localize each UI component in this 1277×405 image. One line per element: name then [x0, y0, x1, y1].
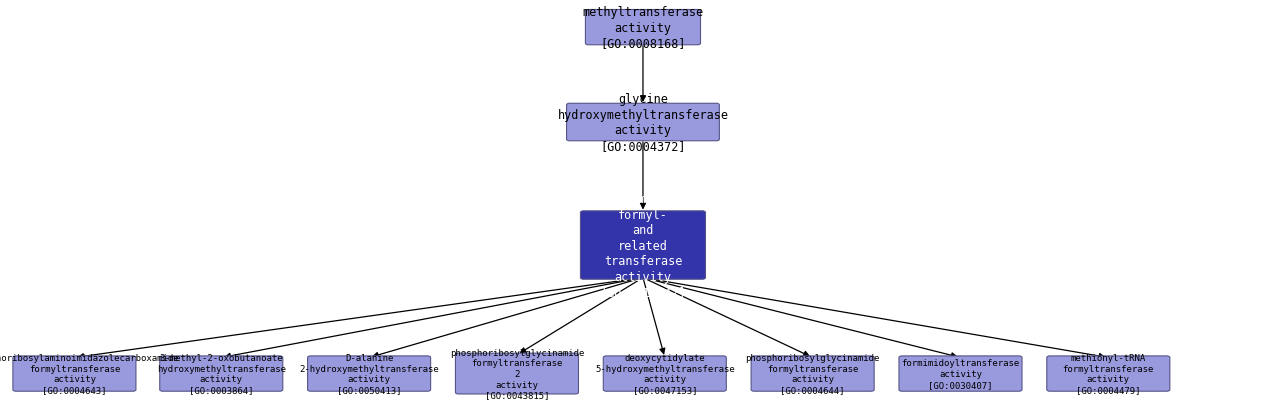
- FancyBboxPatch shape: [160, 356, 282, 391]
- FancyBboxPatch shape: [13, 356, 135, 391]
- FancyBboxPatch shape: [567, 104, 719, 141]
- Text: phosphoribosylglycinamide
formyltransferase
2
activity
[GO:0043815]: phosphoribosylglycinamide formyltransfer…: [450, 348, 584, 400]
- FancyBboxPatch shape: [585, 11, 701, 46]
- FancyBboxPatch shape: [456, 353, 578, 394]
- FancyBboxPatch shape: [308, 356, 430, 391]
- Text: methyltransferase
activity
[GO:0008168]: methyltransferase activity [GO:0008168]: [582, 6, 704, 50]
- FancyBboxPatch shape: [751, 356, 875, 391]
- Text: 3-methyl-2-oxobutanoate
hydroxymethyltransferase
activity
[GO:0003864]: 3-methyl-2-oxobutanoate hydroxymethyltra…: [157, 353, 286, 394]
- FancyBboxPatch shape: [1047, 356, 1170, 391]
- Text: D-alanine
2-hydroxymethyltransferase
activity
[GO:0050413]: D-alanine 2-hydroxymethyltransferase act…: [299, 353, 439, 394]
- Text: formimidoyltransferase
activity
[GO:0030407]: formimidoyltransferase activity [GO:0030…: [902, 358, 1019, 389]
- Text: methionyl-tRNA
formyltransferase
activity
[GO:0004479]: methionyl-tRNA formyltransferase activit…: [1062, 353, 1154, 394]
- Text: phosphoribosylglycinamide
formyltransferase
activity
[GO:0004644]: phosphoribosylglycinamide formyltransfer…: [746, 353, 880, 394]
- Text: deoxycytidylate
5-hydroxymethyltransferase
activity
[GO:0047153]: deoxycytidylate 5-hydroxymethyltransfera…: [595, 353, 734, 394]
- Text: hydroxymethyl-,
formyl-
and
related
transferase
activity
[GO:0016742]: hydroxymethyl-, formyl- and related tran…: [590, 192, 696, 298]
- Text: phosphoribosylaminoimidazolecarboxamide
formyltransferase
activity
[GO:0004643]: phosphoribosylaminoimidazolecarboxamide …: [0, 353, 179, 394]
- FancyBboxPatch shape: [899, 356, 1022, 391]
- Text: glycine
hydroxymethyltransferase
activity
[GO:0004372]: glycine hydroxymethyltransferase activit…: [558, 93, 728, 152]
- FancyBboxPatch shape: [603, 356, 727, 391]
- FancyBboxPatch shape: [581, 211, 705, 279]
